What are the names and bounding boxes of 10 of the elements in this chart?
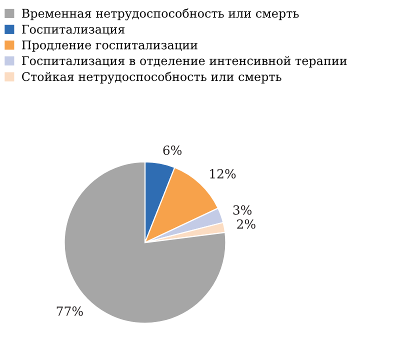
legend-label: Временная нетрудоспособность или смерть (22, 8, 299, 20)
legend-label: Стойкая нетрудоспособность или смерть (22, 72, 282, 84)
legend-label: Продление госпитализации (22, 40, 198, 52)
data-label: 12% (210, 169, 236, 178)
data-label: 3% (233, 205, 252, 215)
legend-label: Госпитализация (22, 24, 125, 36)
data-label: 2% (237, 219, 256, 229)
data-label: 6% (163, 146, 182, 155)
data-label: 77% (56, 306, 83, 316)
legend-label: Госпитализация в отделение интенсивной терапии (22, 56, 347, 68)
